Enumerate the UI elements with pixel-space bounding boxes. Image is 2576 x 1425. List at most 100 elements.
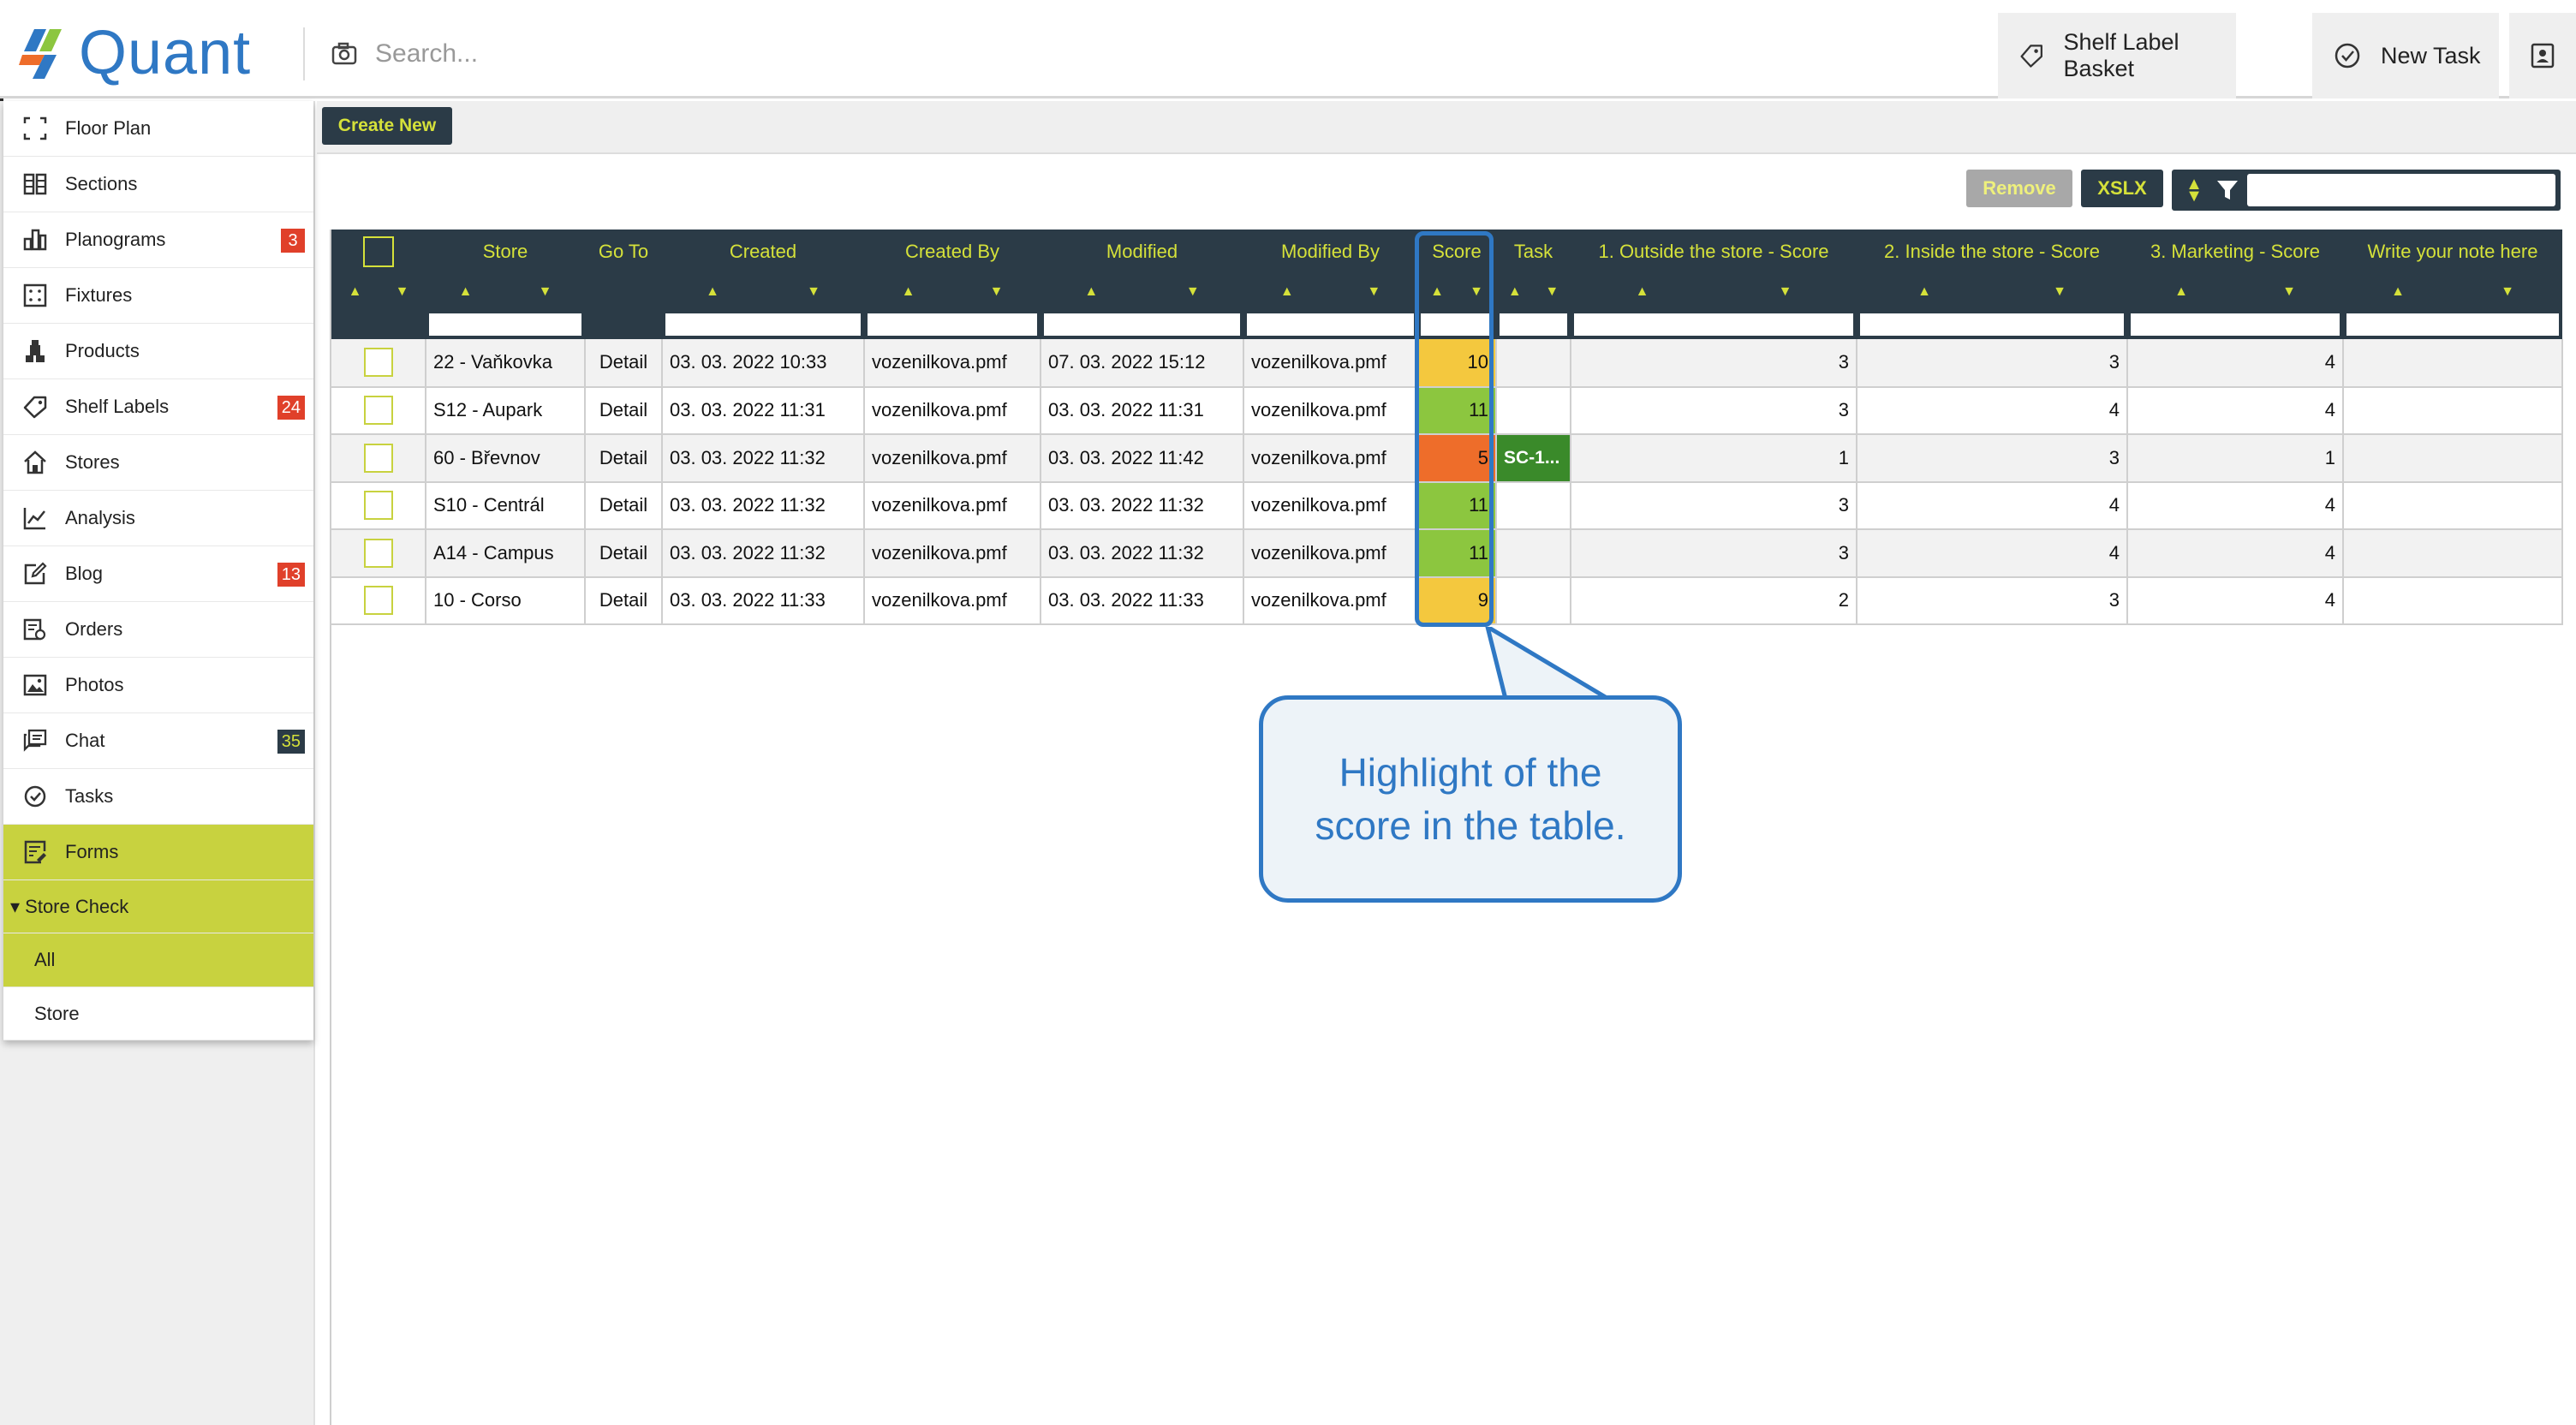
- sidebar-item-fixtures[interactable]: Fixtures: [3, 268, 313, 324]
- detail-link[interactable]: Detail: [585, 339, 663, 387]
- column-header-task[interactable]: Task: [1513, 241, 1553, 262]
- column-filter-input[interactable]: [1500, 313, 1567, 336]
- column-header-modified-by[interactable]: Modified By: [1281, 241, 1380, 262]
- create-new-button[interactable]: Create New: [322, 107, 452, 145]
- column-filter-input[interactable]: [868, 313, 1037, 336]
- column-filter-input[interactable]: [1247, 313, 1414, 336]
- new-task-button[interactable]: New Task: [2312, 13, 2499, 98]
- select-all-checkbox[interactable]: [363, 236, 394, 267]
- row-checkbox[interactable]: [363, 348, 393, 378]
- submenu-item-all[interactable]: All: [3, 933, 313, 987]
- column-header-store[interactable]: Store: [482, 241, 528, 262]
- select-all-header[interactable]: [331, 230, 426, 274]
- search-input[interactable]: [375, 39, 1146, 69]
- row-checkbox[interactable]: [363, 396, 393, 426]
- column-header-go-to[interactable]: Go To: [598, 241, 649, 262]
- column-filter-input[interactable]: [665, 313, 861, 336]
- user-profile-button[interactable]: [2509, 13, 2576, 98]
- app-logo[interactable]: Quant: [19, 19, 251, 87]
- sort-arrows[interactable]: ▲ ▼: [2391, 284, 2514, 299]
- cell-note[interactable]: [2343, 576, 2563, 624]
- sort-arrows[interactable]: ▲ ▼: [1635, 284, 1792, 299]
- submenu-item-store[interactable]: Store: [3, 987, 313, 1040]
- column-header-inside-score[interactable]: 2. Inside the store - Score: [1884, 241, 2100, 262]
- cell-modified: 03. 03. 2022 11:42: [1041, 434, 1244, 482]
- filter-icon[interactable]: [2215, 178, 2240, 202]
- sidebar-item-blog[interactable]: Blog 13: [3, 546, 313, 602]
- sidebar-item-tasks[interactable]: Tasks: [3, 769, 313, 825]
- sort-arrows[interactable]: ▲ ▼: [1084, 284, 1200, 299]
- remove-button[interactable]: Remove: [1966, 170, 2072, 207]
- column-header-note[interactable]: Write your note here: [2367, 241, 2538, 262]
- detail-link[interactable]: Detail: [585, 529, 663, 577]
- store-check-table: Store Go To Created Created By Modified …: [331, 230, 2563, 625]
- search-bar[interactable]: [331, 29, 1146, 79]
- sort-arrows[interactable]: ▲ ▼: [901, 284, 1004, 299]
- column-header-created-by[interactable]: Created By: [904, 241, 1000, 262]
- shelf-label-basket-button[interactable]: Shelf Label Basket: [1998, 13, 2236, 98]
- detail-link[interactable]: Detail: [585, 576, 663, 624]
- sidebar-item-chat[interactable]: Chat 35: [3, 713, 313, 769]
- sidebar-item-stores[interactable]: Stores: [3, 435, 313, 491]
- table-row[interactable]: A14 - Campus Detail 03. 03. 2022 11:32 v…: [331, 529, 2563, 577]
- table-row[interactable]: 60 - Břevnov Detail 03. 03. 2022 11:32 v…: [331, 434, 2563, 482]
- sort-arrows[interactable]: ▲ ▼: [348, 284, 409, 299]
- sidebar-item-orders[interactable]: Orders: [3, 602, 313, 658]
- sidebar-item-products[interactable]: Products: [3, 324, 313, 379]
- sidebar-item-photos[interactable]: Photos: [3, 658, 313, 713]
- column-header-score[interactable]: Score: [1432, 241, 1482, 262]
- cell-note[interactable]: [2343, 339, 2563, 387]
- chat-badge: 35: [277, 730, 305, 754]
- camera-icon[interactable]: [331, 40, 358, 68]
- sidebar-item-label: Analysis: [65, 507, 135, 528]
- column-filter-input[interactable]: [1860, 313, 2124, 336]
- cell-note[interactable]: [2343, 434, 2563, 482]
- row-checkbox[interactable]: [363, 586, 393, 616]
- sort-arrows[interactable]: ▲ ▼: [1430, 284, 1483, 299]
- column-filter-input[interactable]: [2346, 313, 2559, 336]
- detail-link[interactable]: Detail: [585, 434, 663, 482]
- column-filter-input[interactable]: [429, 313, 581, 336]
- sort-arrows[interactable]: ▲ ▼: [1917, 284, 2066, 299]
- row-checkbox[interactable]: [363, 491, 393, 521]
- detail-link[interactable]: Detail: [585, 481, 663, 529]
- sort-arrows[interactable]: ▲ ▼: [1507, 284, 1559, 299]
- cell-note[interactable]: [2343, 529, 2563, 577]
- cell-task: [1496, 576, 1571, 624]
- table-row[interactable]: S10 - Centrál Detail 03. 03. 2022 11:32 …: [331, 481, 2563, 529]
- column-filter-input[interactable]: [2131, 313, 2340, 336]
- export-xlsx-button[interactable]: XSLX: [2081, 170, 2163, 207]
- sort-arrows[interactable]: ▲ ▼: [458, 284, 552, 299]
- sort-arrows[interactable]: ▲ ▼: [706, 284, 820, 299]
- column-header-marketing-score[interactable]: 3. Marketing - Score: [2150, 241, 2321, 262]
- cell-note[interactable]: [2343, 386, 2563, 434]
- sort-icon[interactable]: ▲ ▼: [2185, 175, 2203, 206]
- table-row[interactable]: S12 - Aupark Detail 03. 03. 2022 11:31 v…: [331, 386, 2563, 434]
- cell-outside-score: 3: [1571, 386, 1857, 434]
- detail-link[interactable]: Detail: [585, 386, 663, 434]
- sort-arrows[interactable]: ▲ ▼: [2174, 284, 2296, 299]
- sidebar-item-shelf-labels[interactable]: Shelf Labels 24: [3, 379, 313, 435]
- column-header-created[interactable]: Created: [729, 241, 797, 262]
- cell-modified: 03. 03. 2022 11:31: [1041, 386, 1244, 434]
- column-filter-input[interactable]: [1044, 313, 1240, 336]
- sort-arrows[interactable]: ▲ ▼: [1279, 284, 1381, 299]
- column-header-modified[interactable]: Modified: [1106, 241, 1178, 262]
- column-filter-input[interactable]: [1574, 313, 1853, 336]
- row-checkbox[interactable]: [363, 538, 393, 568]
- sidebar-item-analysis[interactable]: Analysis: [3, 491, 313, 546]
- cell-note[interactable]: [2343, 481, 2563, 529]
- sidebar-item-planograms[interactable]: Planograms 3: [3, 212, 313, 268]
- table-row[interactable]: 22 - Vaňkovka Detail 03. 03. 2022 10:33 …: [331, 339, 2563, 387]
- table-row[interactable]: 10 - Corso Detail 03. 03. 2022 11:33 voz…: [331, 576, 2563, 624]
- row-checkbox[interactable]: [363, 443, 393, 473]
- task-link[interactable]: SC-1...: [1496, 434, 1571, 482]
- sidebar-item-forms[interactable]: Forms: [3, 825, 313, 880]
- sidebar-item-floor-plan[interactable]: Floor Plan: [3, 101, 313, 157]
- cell-score: 11: [1417, 386, 1497, 434]
- submenu-store-check[interactable]: ▾ Store Check: [3, 880, 313, 933]
- sidebar-item-sections[interactable]: Sections: [3, 157, 313, 212]
- filter-input[interactable]: [2247, 174, 2555, 206]
- column-header-outside-score[interactable]: 1. Outside the store - Score: [1598, 241, 1829, 262]
- column-filter-input[interactable]: [1421, 313, 1493, 336]
